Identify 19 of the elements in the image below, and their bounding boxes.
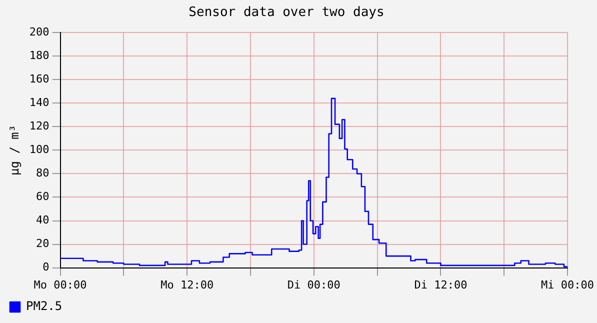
x-tick-label: Mo 00:00 bbox=[34, 278, 87, 292]
y-tick-label: 160 bbox=[29, 72, 50, 86]
y-tick-label: 0 bbox=[42, 260, 50, 274]
legend-label: PM2.5 bbox=[26, 299, 62, 314]
y-tick-label: 120 bbox=[29, 120, 50, 133]
x-tick-label: Mi 00:00 bbox=[541, 278, 594, 292]
y-tick-label: 80 bbox=[36, 166, 50, 180]
y-axis-title: µg / m³ bbox=[7, 124, 22, 176]
y-tick-label: 20 bbox=[36, 237, 50, 250]
x-tick-label: Di 00:00 bbox=[287, 278, 340, 292]
y-tick-label: 200 bbox=[29, 25, 50, 38]
y-tick-label: 180 bbox=[29, 48, 50, 62]
y-tick-label: 100 bbox=[29, 143, 50, 156]
y-tick-label: 40 bbox=[36, 214, 50, 227]
y-tick-label: 60 bbox=[36, 190, 50, 204]
x-tick-label: Mo 12:00 bbox=[160, 278, 214, 292]
chart-title: Sensor data over two days bbox=[188, 5, 384, 20]
x-tick-label: Di 12:00 bbox=[414, 278, 468, 292]
y-tick-label: 140 bbox=[29, 96, 50, 110]
